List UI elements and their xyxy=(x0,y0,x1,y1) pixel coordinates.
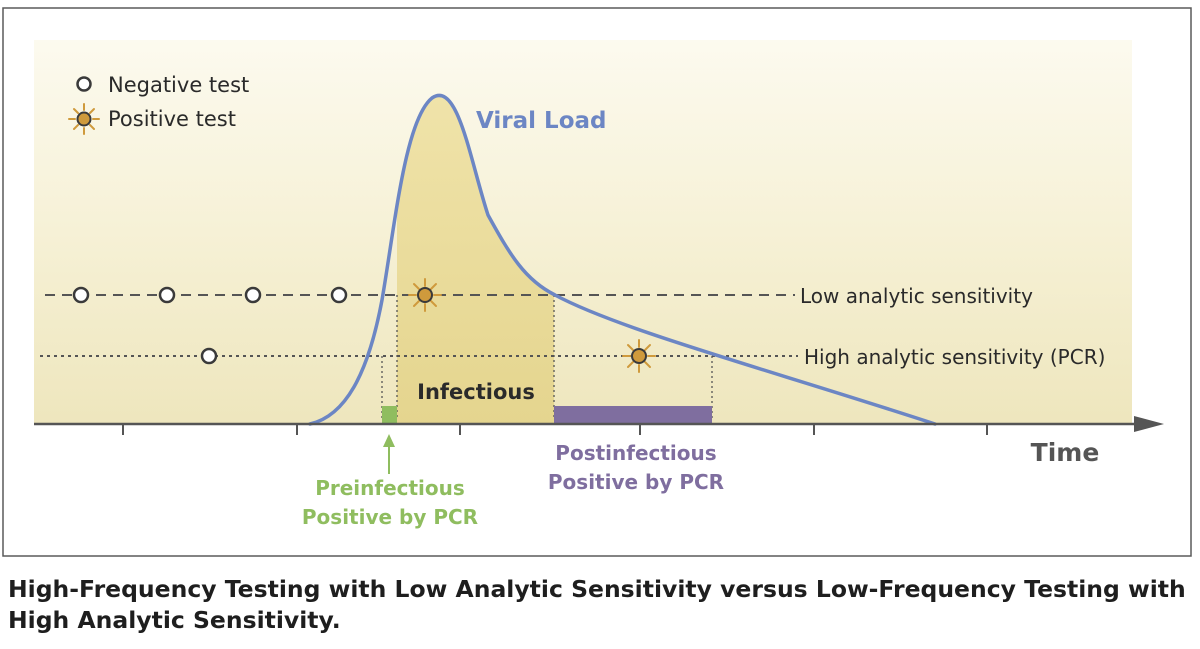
legend: Negative test Positive test xyxy=(68,73,249,135)
plot-panel xyxy=(34,40,1132,424)
axis-ticks xyxy=(122,424,988,435)
legend-positive-icon xyxy=(68,103,100,135)
infectious-region xyxy=(397,95,554,424)
figure-caption: High-Frequency Testing with Low Analytic… xyxy=(8,575,1186,634)
negative-test-icon xyxy=(200,347,218,365)
infectious-label: Infectious xyxy=(417,380,535,404)
legend-positive-label: Positive test xyxy=(108,107,236,131)
positive-test-high-sensitivity-icon xyxy=(622,339,656,373)
legend-negative-icon xyxy=(76,76,92,92)
negative-tests-low-sensitivity xyxy=(72,286,348,365)
legend-negative-label: Negative test xyxy=(108,73,249,97)
viral-load-curve xyxy=(308,93,937,426)
preinfectious-label-line1: Preinfectious xyxy=(315,476,465,500)
preinfectious-bar xyxy=(382,406,397,423)
time-axis-arrow-icon xyxy=(1134,416,1164,432)
negative-test-icon xyxy=(72,286,90,304)
postinfectious-bar xyxy=(554,406,712,423)
low-sensitivity-label: Low analytic sensitivity xyxy=(800,284,1033,308)
negative-test-icon xyxy=(158,286,176,304)
viral-load-label: Viral Load xyxy=(476,108,606,134)
negative-test-icon xyxy=(330,286,348,304)
postinfectious-label-line1: Postinfectious xyxy=(555,441,716,465)
time-axis-label: Time xyxy=(1031,438,1100,467)
preinfectious-label-line2: Positive by PCR xyxy=(302,505,478,529)
positive-test-low-sensitivity-icon xyxy=(408,278,442,312)
negative-test-icon xyxy=(244,286,262,304)
postinfectious-label-line2: Positive by PCR xyxy=(548,470,724,494)
preinfectious-arrow-head-icon xyxy=(383,434,395,447)
high-sensitivity-label: High analytic sensitivity (PCR) xyxy=(804,345,1105,369)
